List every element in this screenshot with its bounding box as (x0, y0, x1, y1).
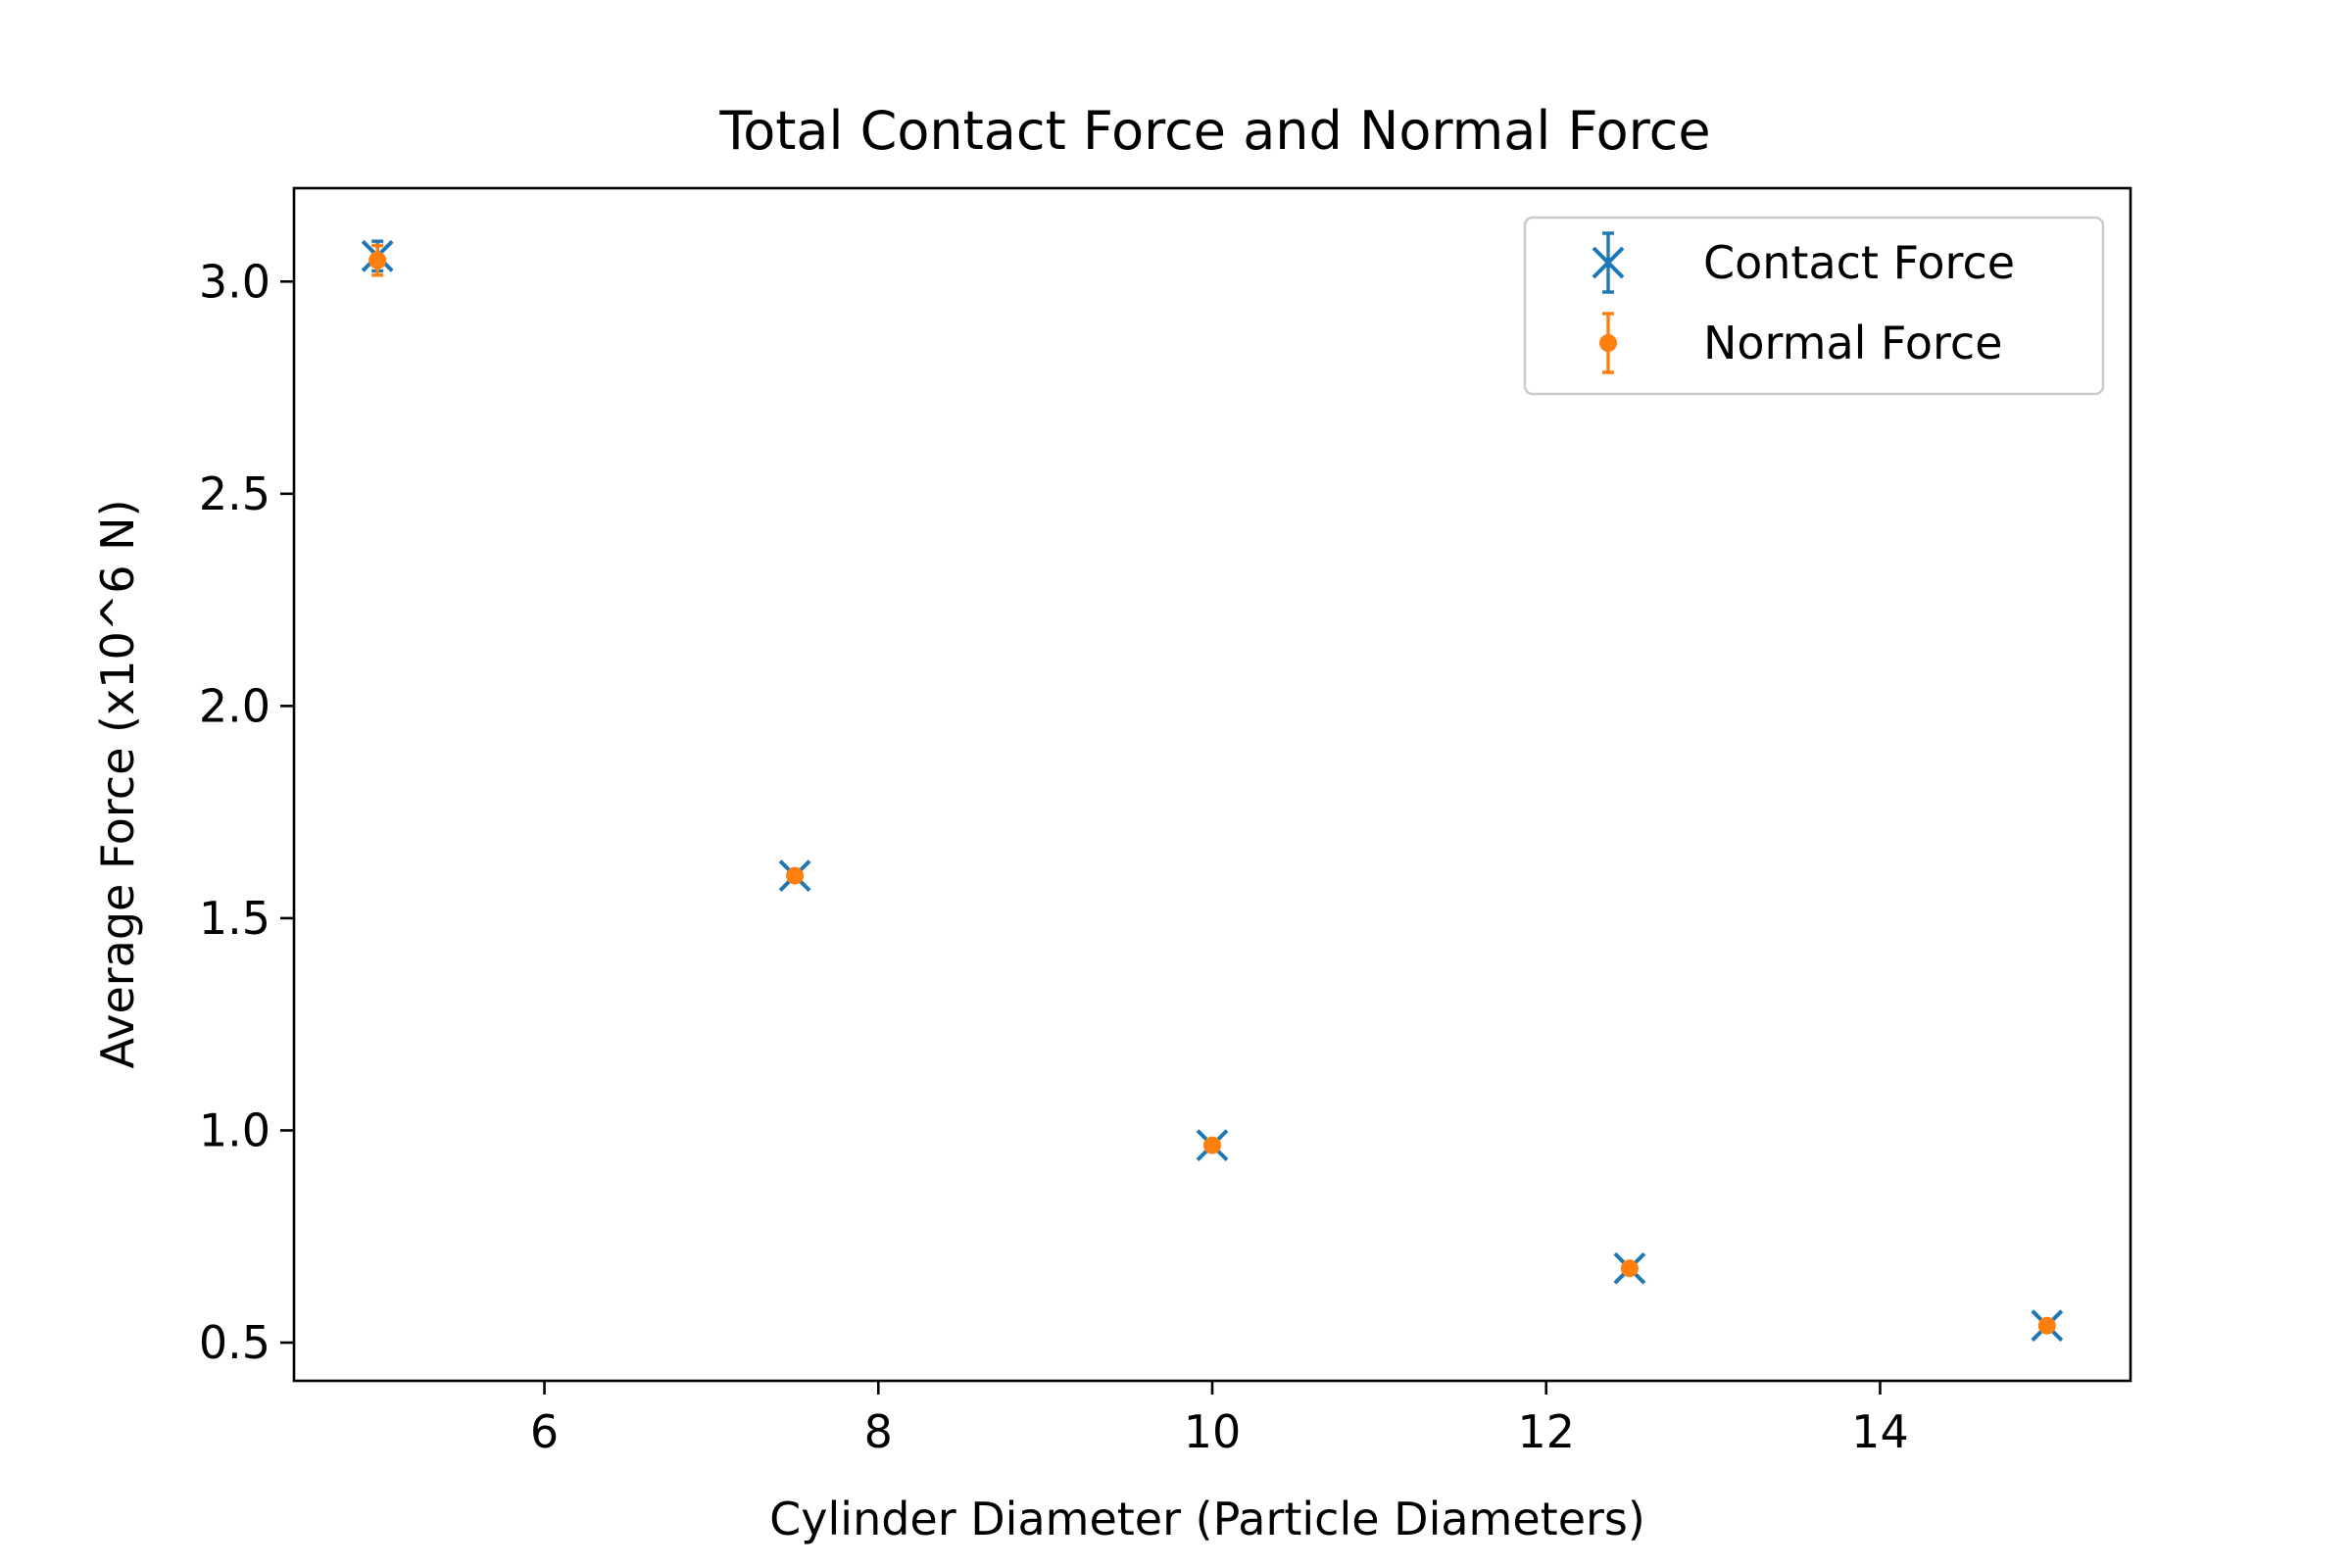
x-tick-label: 6 (530, 1405, 559, 1458)
y-tick-label: 1.0 (199, 1103, 270, 1156)
y-axis-label: Average Force (x10^6 N) (91, 499, 144, 1068)
normal-force-point (1203, 1136, 1221, 1154)
y-tick-label: 1.5 (199, 892, 270, 945)
x-tick-label: 14 (1851, 1405, 1909, 1458)
data-points (361, 239, 2064, 1343)
legend-marker-x (1592, 246, 1625, 279)
y-tick-label: 0.5 (199, 1316, 270, 1369)
axes-frame (292, 186, 2132, 1383)
chart-title: Total Contact Force and Normal Force (718, 100, 1710, 162)
legend-entry: Contact Force (1592, 231, 2015, 294)
normal-force-point (786, 866, 805, 885)
axis-ticks: 6 8 10 12 14 0.5 1.0 1.5 2.0 2.5 3.0 (199, 255, 1909, 1458)
legend-frame (1523, 216, 2105, 396)
x-axis-label: Cylinder Diameter (Particle Diameters) (769, 1493, 1645, 1545)
legend-label: Contact Force (1703, 236, 2015, 289)
normal-force-point (2037, 1316, 2056, 1335)
series-normal-force (368, 243, 2056, 1335)
x-tick-label: 10 (1184, 1405, 1242, 1458)
normal-force-point (368, 251, 387, 270)
normal-force-point (1620, 1259, 1639, 1278)
legend-label: Normal Force (1703, 317, 2003, 369)
y-tick-label: 2.5 (199, 467, 270, 520)
y-tick-label: 2.0 (199, 679, 270, 732)
x-tick-label: 12 (1517, 1405, 1575, 1458)
y-tick-label: 3.0 (199, 255, 270, 308)
x-tick-label: 8 (864, 1405, 893, 1458)
legend-marker-dot (1599, 334, 1617, 352)
legend: Contact Force Normal Force (1523, 216, 2105, 396)
legend-entry: Normal Force (1599, 312, 2003, 374)
